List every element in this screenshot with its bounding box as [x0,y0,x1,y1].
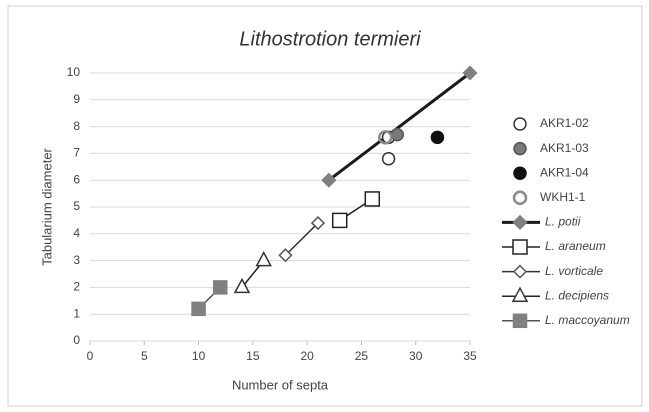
y-tick-label: 3 [73,253,80,267]
chart-border [7,5,643,407]
data-point [381,152,396,166]
data-point [430,130,445,145]
data-point [364,191,381,207]
legend-marker [513,117,527,131]
y-tick-label: 2 [73,280,80,294]
x-tick-label: 25 [355,349,369,363]
legend-label: AKR1-04 [540,165,589,179]
data-point [462,65,478,81]
data-point [255,251,272,267]
legend-label: AKR1-02 [540,116,589,130]
legend-marker [512,190,528,206]
x-tick-label: 15 [246,349,260,363]
legend-marker [512,214,528,230]
series-line [327,71,471,182]
data-point [331,212,348,229]
x-tick-label: 20 [300,349,314,363]
y-axis-label: Tabularium diameter [39,147,54,265]
data-point [233,277,251,294]
legend-marker [513,141,527,156]
legend-label: L. maccoyanum [545,313,630,327]
x-tick-label: 30 [409,349,423,363]
legend-label: L. araneum [545,239,606,253]
data-point [378,130,393,145]
y-tick-label: 5 [73,199,80,213]
legend-label: AKR1-03 [540,141,589,155]
x-tick-label: 0 [87,349,94,363]
legend-label: L. potii [545,215,581,229]
y-tick-label: 9 [73,92,80,106]
y-tick-label: 1 [73,306,80,320]
y-tick-label: 6 [73,172,80,186]
y-tick-label: 8 [73,119,80,133]
data-point [191,301,206,317]
y-tick-label: 7 [73,146,80,160]
y-tick-label: 4 [73,226,80,240]
series-line [284,222,319,256]
legend-marker [511,286,529,302]
data-point [321,172,337,188]
legend-marker [512,313,528,329]
y-tick-label: 10 [67,65,81,79]
legend-label: WKH1-1 [540,190,586,204]
data-point [213,280,228,295]
legend-label: L. vorticale [545,264,603,278]
legend-marker [513,166,527,180]
legend-marker [512,264,528,279]
x-tick-label: 5 [141,349,148,363]
x-tick-label: 35 [463,349,477,363]
legend-label: L. decipiens [545,288,609,302]
legend-marker [512,239,528,255]
y-tick-label: 0 [73,333,80,347]
data-point [310,216,326,231]
x-axis-label: Number of septa [232,377,329,392]
data-point [278,248,293,263]
x-tick-label: 10 [192,349,206,363]
data-point [390,127,405,142]
chart-title: Lithostrotion termieri [239,28,421,50]
